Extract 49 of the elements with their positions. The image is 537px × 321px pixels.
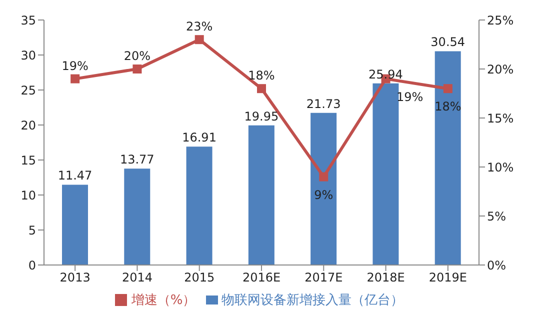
- data-label: 11.47: [58, 168, 92, 183]
- x-tick-label: 2019E: [428, 270, 467, 285]
- legend-label: 物联网设备新增接入量（亿台）: [222, 293, 404, 308]
- data-label: 25.94: [368, 67, 403, 82]
- point: [319, 172, 328, 182]
- point: [132, 64, 142, 74]
- bar: [124, 168, 150, 265]
- data-label: 19%: [62, 58, 88, 73]
- point: [194, 35, 204, 44]
- y-tick-label: 0: [28, 258, 36, 272]
- bar: [372, 83, 399, 265]
- y-tick-label: 20: [20, 118, 36, 132]
- bar: [310, 112, 337, 265]
- point: [70, 74, 80, 84]
- x-tick-label: 2016E: [242, 270, 281, 285]
- x-tick-label: 2013: [60, 270, 90, 285]
- data-label: 30.54: [430, 35, 466, 50]
- data-label: 19.95: [244, 109, 279, 124]
- x-tick-label: 2018E: [366, 270, 405, 285]
- y-tick-label: 10: [20, 188, 36, 202]
- x-tick-label: 2014: [122, 270, 152, 285]
- y2-tick-label: 5%: [487, 209, 506, 224]
- y-tick-label: 25: [20, 83, 36, 98]
- bar: [186, 146, 212, 265]
- data-label: 13.77: [120, 152, 154, 167]
- data-label: 9%: [314, 188, 334, 202]
- y-tick-label: 15: [20, 153, 36, 168]
- x-tick-label: 2015: [184, 270, 215, 285]
- bar: [62, 184, 88, 265]
- y-tick-label: 30: [20, 48, 36, 62]
- y2-tick-label: 25%: [487, 13, 514, 28]
- y-tick-label: 5: [28, 223, 36, 238]
- point: [257, 84, 266, 94]
- y2-tick-label: 0%: [487, 258, 506, 272]
- bar: [434, 51, 461, 265]
- data-label: 18%: [434, 100, 462, 114]
- y2-tick-label: 10%: [487, 160, 514, 174]
- data-label: 23%: [186, 20, 213, 34]
- data-label: 18%: [248, 68, 275, 83]
- data-label: 16.91: [182, 130, 216, 145]
- legend-label: 增速（%）: [131, 293, 196, 308]
- y-tick-label: 35: [20, 13, 36, 28]
- data-label: 20%: [124, 49, 151, 63]
- bar: [248, 125, 274, 265]
- point: [443, 84, 452, 94]
- x-tick-label: 2017E: [304, 270, 343, 285]
- data-label: 21.73: [306, 96, 341, 111]
- y2-tick-label: 20%: [487, 62, 514, 76]
- y2-tick-label: 15%: [487, 111, 514, 126]
